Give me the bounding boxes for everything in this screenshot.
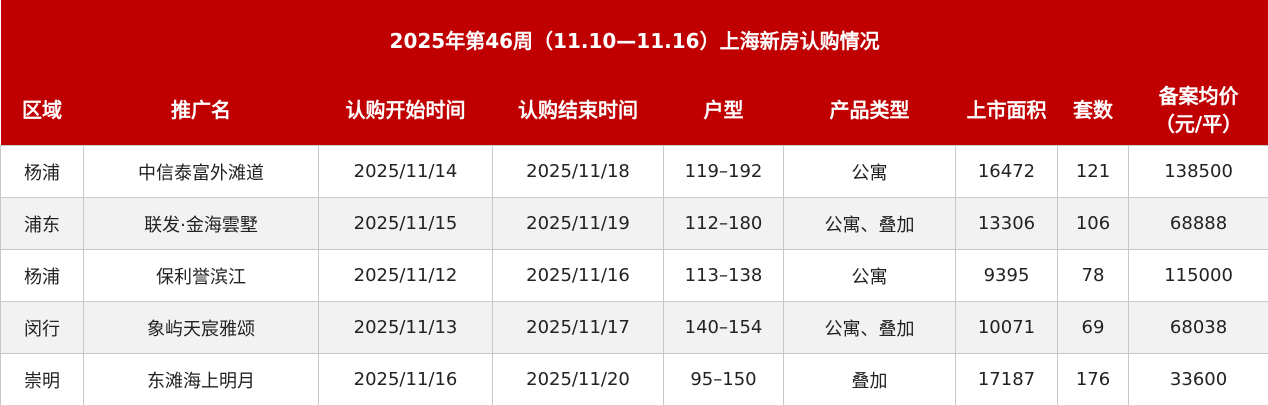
header-units: 套数 <box>1073 98 1113 122</box>
table-cell: 95–150 <box>663 353 784 405</box>
table-cell: 崇明 <box>0 353 84 405</box>
table-cell: 17187 <box>955 353 1058 405</box>
table-cell: 140–154 <box>663 301 784 354</box>
table-cell: 2025/11/14 <box>318 145 493 198</box>
table-cell: 浦东 <box>0 197 84 250</box>
table-row: 闵行 象屿天宸雅颂 2025/11/13 2025/11/17 140–154 公寓、叠加… <box>0 301 1268 354</box>
table-cell: 9395 <box>955 249 1058 302</box>
header-type: 产品类型 <box>829 98 910 122</box>
header-price: 备案均价 （元/平） <box>1129 75 1268 146</box>
header-price-line1: 备案均价 <box>1158 84 1239 108</box>
table-cell: 33600 <box>1127 353 1268 405</box>
table-cell: 112–180 <box>663 197 784 250</box>
header-region: 区域 <box>22 98 62 122</box>
table-cell: 68888 <box>1127 197 1268 250</box>
table-cell: 68038 <box>1127 301 1268 354</box>
table-cell: 16472 <box>955 145 1058 198</box>
table-cell: 闵行 <box>0 301 84 354</box>
table-cell: 121 <box>1057 145 1129 198</box>
table-cell: 杨浦 <box>0 249 84 302</box>
table-cell: 象屿天宸雅颂 <box>83 301 319 354</box>
table-cell: 2025/11/19 <box>492 197 664 250</box>
table-cell: 杨浦 <box>0 145 84 198</box>
table-cell: 115000 <box>1127 249 1268 302</box>
table-cell: 2025/11/12 <box>318 249 493 302</box>
table-cell: 2025/11/16 <box>492 249 664 302</box>
table-cell: 10071 <box>955 301 1058 354</box>
table-cell: 2025/11/16 <box>318 353 493 405</box>
table-cell: 106 <box>1057 197 1129 250</box>
header-name: 推广名 <box>171 98 231 122</box>
table-cell: 78 <box>1057 249 1129 302</box>
table-cell: 公寓 <box>783 145 956 198</box>
table-cell: 2025/11/13 <box>318 301 493 354</box>
header-area: 上市面积 <box>966 98 1047 122</box>
table-cell: 13306 <box>955 197 1058 250</box>
table-cell: 东滩海上明月 <box>83 353 319 405</box>
table-cell: 公寓、叠加 <box>783 197 956 250</box>
header-layout: 户型 <box>703 98 744 122</box>
table-cell: 119–192 <box>663 145 784 198</box>
table-row: 浦东 联发·金海雲墅 2025/11/15 2025/11/19 112–180 公寓、叠… <box>0 197 1268 250</box>
header-end: 认购结束时间 <box>518 98 638 122</box>
table-title: 2025年第46周（11.10—11.16）上海新房认购情况 <box>389 28 880 53</box>
table-cell: 176 <box>1057 353 1129 405</box>
table-cell: 联发·金海雲墅 <box>83 197 319 250</box>
table-cell: 公寓、叠加 <box>783 301 956 354</box>
table-cell: 中信泰富外滩道 <box>83 145 319 198</box>
table-cell: 公寓 <box>783 249 956 302</box>
table-cell: 2025/11/20 <box>492 353 664 405</box>
table-cell: 叠加 <box>783 353 956 405</box>
table-row: 杨浦 中信泰富外滩道 2025/11/14 2025/11/18 119–192 公寓 16… <box>0 145 1268 198</box>
table-cell: 113–138 <box>663 249 784 302</box>
table-cell: 2025/11/18 <box>492 145 664 198</box>
table-cell: 保利誉滨江 <box>83 249 319 302</box>
table-cell: 2025/11/15 <box>318 197 493 250</box>
table-cell: 138500 <box>1127 145 1268 198</box>
table-cell: 69 <box>1057 301 1129 354</box>
header-start: 认购开始时间 <box>345 98 466 122</box>
table-row: 杨浦 保利誉滨江 2025/11/12 2025/11/16 113–138 公寓 9395… <box>0 249 1268 302</box>
table-cell: 2025/11/17 <box>492 301 664 354</box>
header-price-unit: （元/平） <box>1154 112 1243 136</box>
table-row: 崇明 东滩海上明月 2025/11/16 2025/11/20 95–150 叠加 1718… <box>0 353 1268 405</box>
